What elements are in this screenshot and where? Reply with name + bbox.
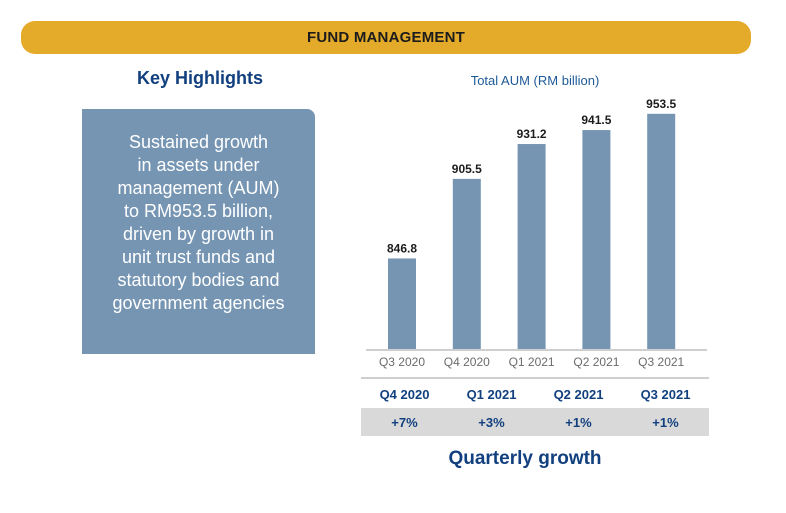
highlight-line: to RM953.5 billion, bbox=[123, 201, 274, 221]
bar-q4-2020 bbox=[452, 178, 481, 349]
highlight-line: management (AUM) bbox=[117, 178, 280, 198]
section-banner: FUND MANAGEMENT bbox=[21, 21, 751, 54]
table-divider bbox=[361, 377, 709, 379]
highlight-line: Sustained growth bbox=[128, 132, 269, 152]
bar-value-label: 953.5 bbox=[646, 97, 676, 111]
x-tick-label: Q2 2021 bbox=[573, 355, 619, 369]
growth-period: Q1 2021 bbox=[466, 386, 517, 402]
highlight-line: unit trust funds and bbox=[121, 247, 276, 267]
key-highlights-title: Key Highlights bbox=[136, 68, 263, 88]
growth-value: +1% bbox=[652, 414, 679, 430]
growth-value: +3% bbox=[478, 414, 505, 430]
x-tick-label: Q4 2020 bbox=[444, 355, 490, 369]
growth-value: +1% bbox=[565, 414, 592, 430]
highlight-line: in assets under bbox=[137, 155, 260, 175]
key-highlights-box: Sustained growth in assets under managem… bbox=[82, 109, 315, 354]
bar-q1-2021 bbox=[517, 144, 546, 349]
x-tick-label: Q3 2020 bbox=[379, 355, 425, 369]
chart-title: Total AUM (RM billion) bbox=[470, 73, 600, 88]
bars-layer bbox=[388, 113, 676, 349]
key-highlights-text: Sustained growth in assets under managem… bbox=[88, 131, 309, 315]
growth-period: Q2 2021 bbox=[553, 386, 604, 402]
highlight-line: statutory bodies and bbox=[117, 270, 280, 290]
quarterly-growth-title: Quarterly growth bbox=[448, 448, 602, 469]
bar-q2-2021 bbox=[582, 130, 611, 349]
bar-q3-2021 bbox=[647, 113, 676, 349]
bar-q3-2020 bbox=[388, 258, 416, 349]
x-tick-label: Q1 2021 bbox=[509, 355, 555, 369]
bar-value-label: 846.8 bbox=[387, 241, 417, 255]
bar-value-label: 931.2 bbox=[517, 127, 547, 141]
growth-value-row: +7% +3% +1% +1% bbox=[361, 408, 709, 436]
highlight-line: driven by growth in bbox=[122, 224, 275, 244]
growth-period: Q3 2021 bbox=[640, 386, 691, 402]
labels-layer: 846.8 Q3 2020 905.5 Q4 2020 931.2 Q1 2021 941.… bbox=[379, 97, 685, 369]
growth-period: Q4 2020 bbox=[379, 386, 430, 402]
highlight-line: government agencies bbox=[112, 293, 285, 313]
bar-value-label: 905.5 bbox=[452, 162, 482, 176]
x-tick-label: Q3 2021 bbox=[638, 355, 684, 369]
bar-value-label: 941.5 bbox=[581, 113, 611, 127]
section-title: FUND MANAGEMENT bbox=[307, 29, 465, 46]
growth-period-row: Q4 2020 Q1 2021 Q2 2021 Q3 2021 bbox=[361, 380, 709, 408]
growth-value: +7% bbox=[391, 414, 418, 430]
growth-table: Q4 2020 Q1 2021 Q2 2021 Q3 2021 +7% +3% … bbox=[361, 380, 709, 436]
